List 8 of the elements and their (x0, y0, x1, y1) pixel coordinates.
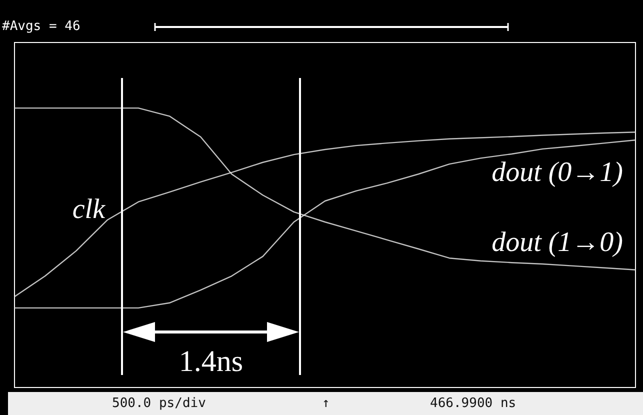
annotation: 1.4ns (178, 345, 244, 379)
series-label: clk (72, 194, 106, 225)
series-label: dout (1→0) (492, 226, 623, 258)
text: 466.9900 ns (430, 396, 516, 411)
text: ↑ (322, 396, 330, 411)
text: #Avgs = 46 (2, 19, 80, 34)
series-label: dout (0→1) (492, 157, 623, 188)
text: 500.0 ps/div (112, 396, 206, 411)
